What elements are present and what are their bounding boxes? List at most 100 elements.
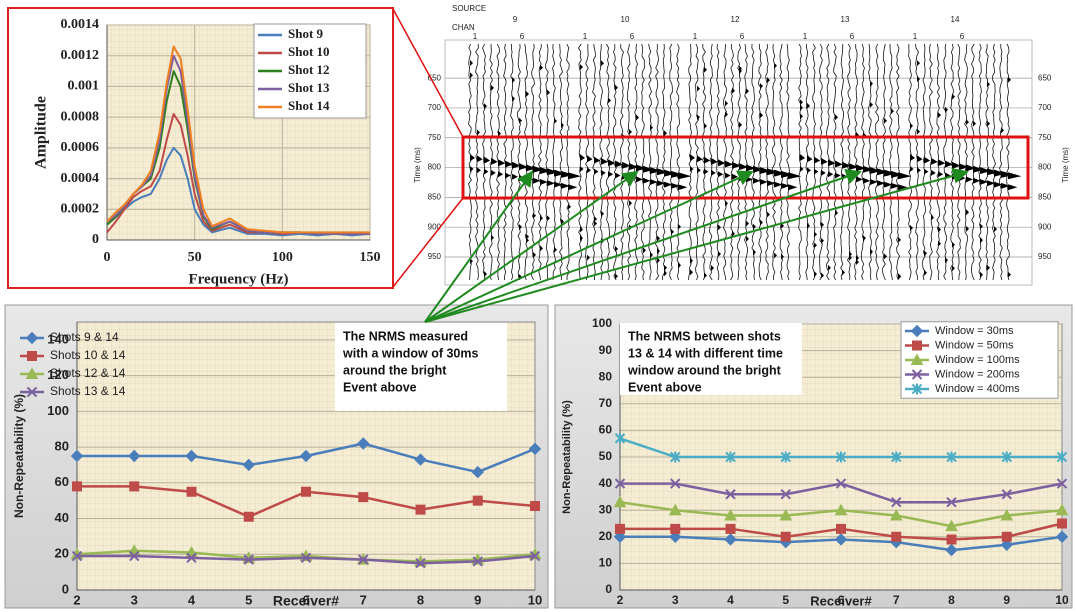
- marker: [913, 341, 922, 350]
- x-tick-label: 5: [782, 593, 789, 607]
- legend-label: Shots 12 & 14: [50, 366, 126, 380]
- legend-label: Shot 9: [288, 26, 324, 41]
- y-tick-label: 0: [92, 232, 99, 247]
- marker: [416, 505, 425, 514]
- y-tick-label: 70: [599, 396, 613, 410]
- y-tick-label: 50: [599, 449, 613, 463]
- source-number: 12: [731, 15, 740, 24]
- y-tick-label: 700: [1038, 103, 1052, 112]
- channel-number: 6: [520, 32, 525, 41]
- y-tick-label: 750: [1038, 133, 1052, 142]
- x-axis-title: Receiver#: [810, 593, 872, 608]
- x-tick-label: 50: [188, 250, 202, 265]
- y-tick-label: 0.0012: [61, 48, 100, 63]
- channel-number: 6: [740, 32, 745, 41]
- x-tick-label: 100: [272, 250, 293, 265]
- y-tick-label: 900: [1038, 222, 1052, 231]
- x-tick-label: 2: [73, 592, 80, 607]
- legend-label: Shot 12: [288, 62, 330, 77]
- y-axis-title: Time (ms): [1061, 147, 1070, 183]
- marker: [781, 532, 790, 541]
- y-tick-label: 950: [1038, 252, 1052, 261]
- source-number: 9: [513, 15, 518, 24]
- y-tick-label: 0.001: [68, 79, 100, 94]
- y-axis-title: Non-Repeatability (%): [12, 394, 26, 518]
- channel-number: 1: [693, 32, 698, 41]
- y-tick-label: 80: [55, 439, 69, 454]
- x-tick-label: 8: [948, 593, 955, 607]
- legend-label: Window = 50ms: [935, 339, 1014, 351]
- y-tick-label: 0: [605, 582, 612, 596]
- y-tick-label: 60: [55, 474, 69, 489]
- y-tick-label: 850: [428, 192, 442, 201]
- marker: [473, 496, 482, 505]
- y-tick-label: 0.0006: [61, 140, 100, 155]
- y-tick-label: 700: [428, 103, 442, 112]
- channel-number: 1: [473, 32, 478, 41]
- x-tick-label: 5: [245, 592, 252, 607]
- channel-number: 6: [630, 32, 635, 41]
- y-tick-label: 0.0002: [61, 202, 100, 217]
- source-number: 14: [951, 15, 960, 24]
- y-tick-label: 100: [47, 403, 69, 418]
- marker: [947, 535, 956, 544]
- annotation-line: The NRMS between shots: [628, 329, 781, 343]
- marker: [726, 524, 735, 533]
- legend-label: Window = 30ms: [935, 325, 1014, 337]
- marker: [671, 524, 680, 533]
- source-number: 13: [841, 15, 850, 24]
- x-axis-title: Frequency (Hz): [188, 271, 288, 287]
- y-tick-label: 800: [1038, 163, 1052, 172]
- marker: [616, 524, 625, 533]
- y-axis-title: Non-Repeatability (%): [561, 400, 573, 514]
- y-tick-label: 650: [1038, 73, 1052, 82]
- channel-number: 1: [803, 32, 808, 41]
- legend-label: Window = 100ms: [935, 354, 1020, 366]
- marker: [531, 502, 540, 511]
- x-tick-label: 7: [360, 592, 367, 607]
- marker: [359, 493, 368, 502]
- x-tick-label: 3: [131, 592, 138, 607]
- legend-label: Shots 10 & 14: [50, 348, 126, 362]
- channel-number: 6: [850, 32, 855, 41]
- annotation-line: The NRMS measured: [343, 329, 468, 343]
- y-tick-label: 10: [599, 556, 613, 570]
- annotation-line: window around the bright: [627, 363, 782, 377]
- y-tick-label: 0.0004: [61, 171, 100, 186]
- legend-label: Shots 9 & 14: [50, 330, 119, 344]
- y-tick-label: 30: [599, 502, 613, 516]
- marker: [837, 524, 846, 533]
- source-label: SOURCE: [452, 4, 486, 13]
- marker: [1058, 519, 1067, 528]
- y-tick-label: 0.0014: [61, 17, 100, 32]
- annotation-line: around the bright: [343, 363, 447, 377]
- legend-label: Shot 13: [288, 80, 330, 95]
- y-tick-label: 100: [592, 316, 612, 330]
- annotation-line: 13 & 14 with different time: [628, 346, 783, 360]
- y-tick-label: 800: [428, 163, 442, 172]
- x-tick-label: 9: [1003, 593, 1010, 607]
- legend-label: Shot 10: [288, 44, 330, 59]
- annotation-line: Event above: [628, 380, 702, 394]
- channel-label: CHAN: [452, 23, 475, 32]
- legend-label: Shots 13 & 14: [50, 384, 126, 398]
- marker: [892, 532, 901, 541]
- source-number: 10: [621, 15, 630, 24]
- annotation-line: with a window of 30ms: [342, 346, 478, 360]
- marker: [244, 512, 253, 521]
- marker: [28, 352, 37, 361]
- y-tick-label: 950: [428, 252, 442, 261]
- marker: [187, 487, 196, 496]
- y-axis-title: Amplitude: [33, 96, 50, 169]
- legend-label: Window = 400ms: [935, 383, 1020, 395]
- x-tick-label: 150: [360, 250, 381, 265]
- x-tick-label: 10: [1055, 593, 1069, 607]
- marker: [302, 487, 311, 496]
- channel-number: 6: [960, 32, 965, 41]
- x-tick-label: 7: [893, 593, 900, 607]
- y-tick-label: 40: [599, 476, 613, 490]
- marker: [130, 482, 139, 491]
- marker: [73, 482, 82, 491]
- y-tick-label: 0.0008: [61, 109, 100, 124]
- x-tick-label: 3: [672, 593, 679, 607]
